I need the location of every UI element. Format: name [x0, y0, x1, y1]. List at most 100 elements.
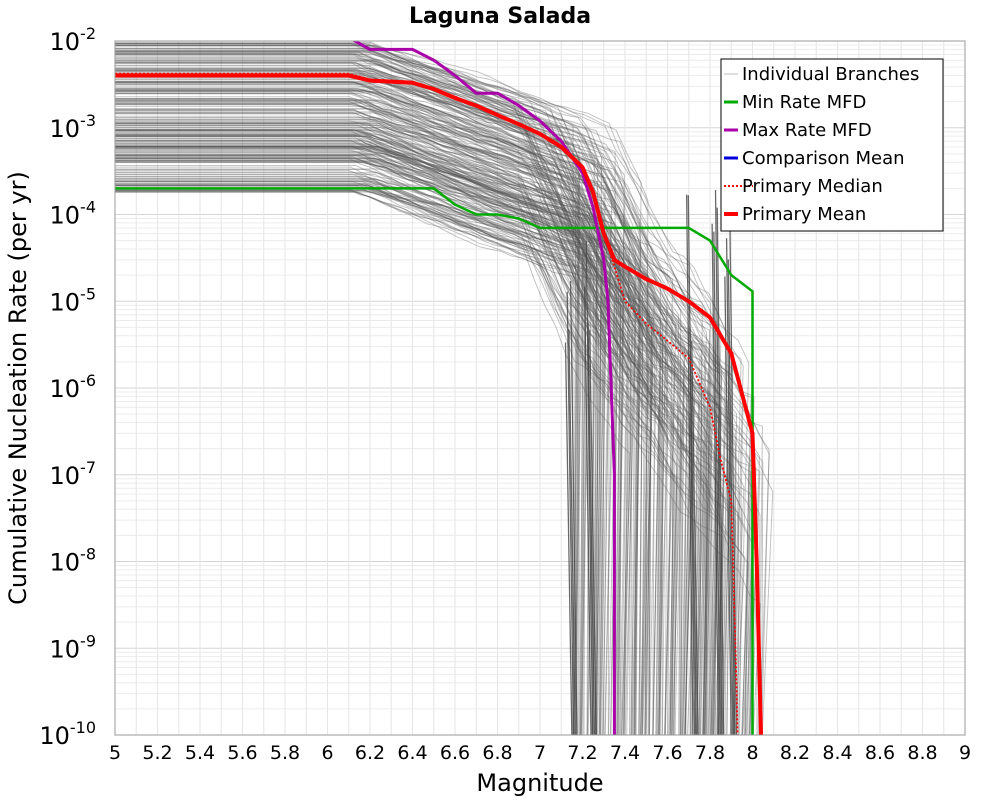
branch-line: [115, 112, 598, 735]
branch-line: [115, 184, 711, 735]
branch-line: [115, 74, 649, 735]
branch-line: [115, 60, 655, 735]
branch-line: [115, 174, 652, 735]
branch-line: [115, 134, 721, 735]
branch-line: [115, 129, 722, 735]
branch-line: [115, 45, 642, 735]
branch-line: [115, 82, 731, 735]
branch-line: [115, 180, 678, 735]
x-tick-label: 8.4: [822, 742, 852, 764]
branch-line: [714, 190, 723, 735]
x-tick-label: 7.4: [610, 742, 640, 764]
branch-line: [115, 69, 718, 735]
x-tick-label: 5: [109, 742, 121, 764]
branch-line: [115, 184, 635, 735]
branch-line: [115, 149, 661, 735]
branch-line: [115, 135, 633, 735]
branch-line: [115, 96, 723, 735]
branch-line: [115, 125, 629, 735]
branch-line: [115, 122, 706, 735]
branch-line: [115, 134, 668, 735]
branch-line: [115, 135, 708, 735]
branch-line: [115, 188, 669, 735]
x-tick-label: 8.8: [907, 742, 937, 764]
branch-line: [115, 157, 683, 735]
branch-line: [115, 133, 673, 735]
branch-line: [115, 166, 586, 735]
branch-line: [115, 177, 583, 735]
branch-line: [115, 159, 625, 735]
branch-line: [115, 158, 665, 735]
legend-label: Min Rate MFD: [742, 92, 866, 113]
branch-line: [115, 90, 579, 735]
branch-line: [115, 134, 599, 735]
branch-line: [115, 88, 677, 735]
branch-line: [115, 127, 717, 735]
branch-line: [115, 190, 650, 735]
branch-line: [115, 99, 752, 735]
branch-line: [115, 172, 580, 735]
branch-line: [115, 189, 674, 735]
branch-line: [115, 93, 649, 735]
branch-line: [115, 115, 592, 735]
branch-line: [115, 130, 580, 735]
branch-line: [115, 81, 640, 735]
y-tick-label: 10-10: [39, 718, 96, 750]
branch-line: [587, 322, 596, 735]
branch-line: [115, 47, 636, 735]
branch-line: [115, 182, 590, 735]
branch-line: [115, 146, 757, 735]
branch-line: [115, 157, 743, 735]
x-tick-label: 6.8: [482, 742, 512, 764]
branch-line: [589, 330, 597, 735]
branch-line: [115, 51, 727, 735]
branch-line: [115, 180, 724, 735]
y-tick-label: 10-5: [50, 284, 97, 316]
x-tick-label: 6.6: [440, 742, 470, 764]
y-tick-label: 10-2: [50, 24, 97, 56]
branch-line: [115, 50, 733, 735]
branch-line: [716, 207, 725, 735]
plot-frame: [114, 40, 966, 736]
branch-line: [115, 155, 598, 735]
branch-line: [115, 113, 591, 735]
branch-line: [115, 72, 630, 735]
y-tick-label: 10-4: [50, 198, 97, 230]
primary-mean-line: [115, 73, 763, 735]
y-tick-label: 10-9: [50, 631, 97, 663]
branch-line: [115, 44, 711, 735]
y-axis-label: Cumulative Nucleation Rate (per yr): [4, 171, 32, 605]
branch-line: [115, 117, 719, 735]
branch-line: [689, 327, 698, 735]
branch-line: [115, 153, 587, 735]
branch-line: [569, 280, 578, 735]
branch-line: [115, 157, 620, 735]
branch-line: [711, 223, 720, 735]
branch-line: [115, 136, 696, 735]
branch-line: [115, 138, 737, 735]
branch-line: [713, 231, 721, 735]
branch-line: [115, 99, 725, 735]
x-tick-label: 9: [959, 742, 971, 764]
branch-line: [115, 70, 662, 735]
branch-line: [115, 99, 680, 735]
branch-line: [115, 155, 708, 735]
branch-line: [115, 160, 618, 735]
branch-line: [115, 147, 668, 735]
branch-line: [115, 165, 739, 735]
legend-label: Primary Mean: [742, 204, 866, 225]
branch-line: [115, 57, 616, 735]
branch-line: [115, 88, 763, 735]
branch-line: [115, 123, 710, 735]
branch-line: [725, 238, 734, 735]
branch-line: [115, 134, 761, 735]
branch-line: [115, 60, 674, 735]
x-tick-label: 6: [321, 742, 333, 764]
branch-line: [115, 92, 587, 735]
branch-line: [115, 135, 683, 735]
branch-line: [115, 146, 751, 735]
branch-line: [115, 129, 752, 735]
branch-line: [115, 190, 631, 735]
branch-line: [115, 43, 599, 735]
